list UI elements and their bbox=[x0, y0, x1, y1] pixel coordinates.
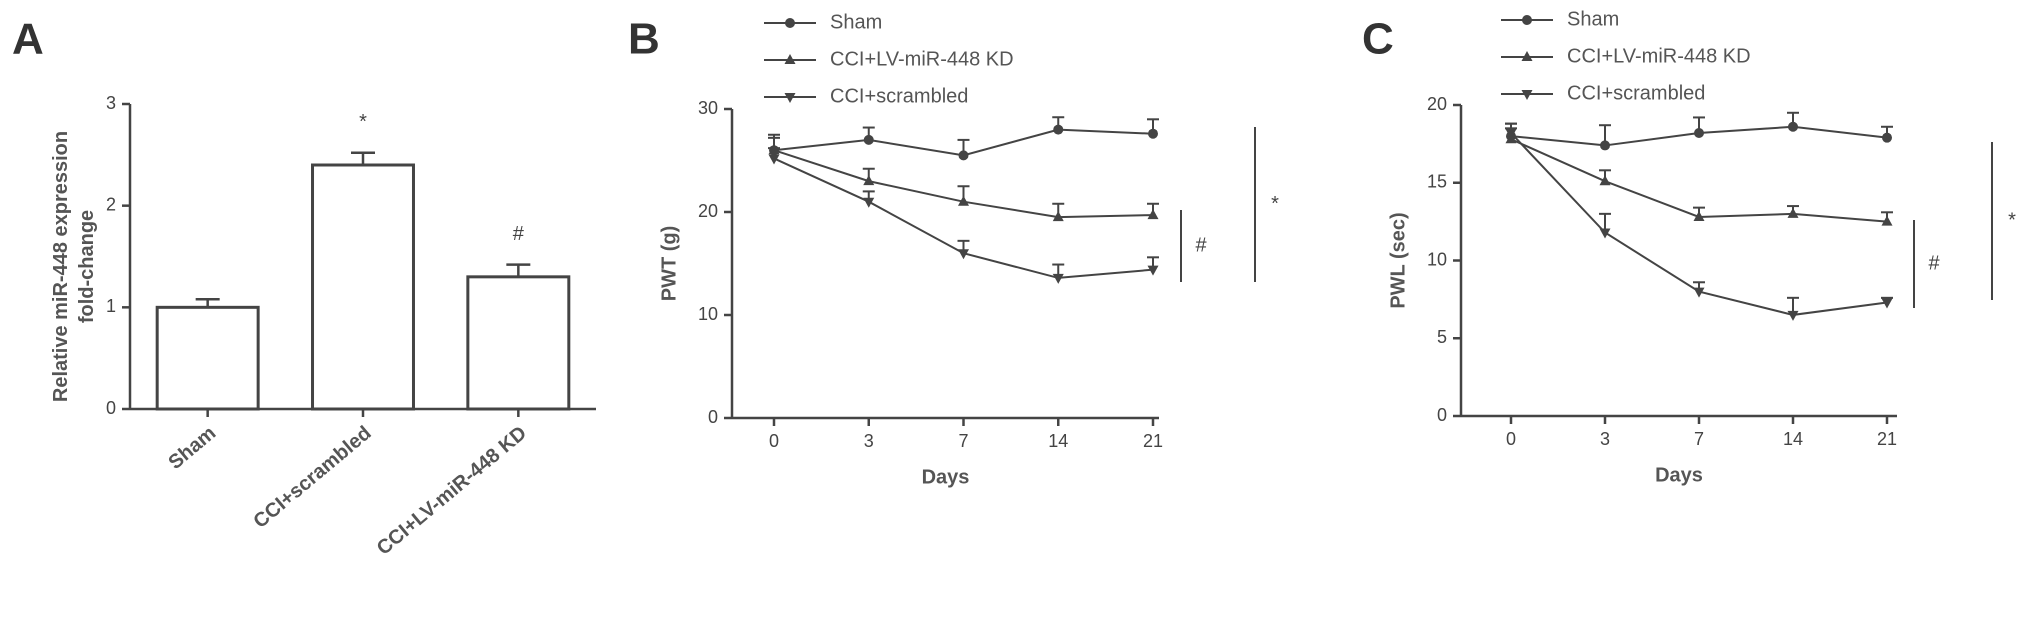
annotation: * bbox=[1271, 193, 1279, 215]
y-axis-label: Relative miR-448 expression fold-change bbox=[50, 131, 98, 402]
x-tick-label: 3 bbox=[864, 431, 874, 451]
marker bbox=[1521, 51, 1533, 61]
y-axis-label: PWL (sec) bbox=[1387, 212, 1409, 308]
marker bbox=[1693, 210, 1705, 221]
marker bbox=[1787, 207, 1799, 218]
x-tick-label: 21 bbox=[1143, 431, 1163, 451]
marker bbox=[784, 54, 796, 64]
annotation: * bbox=[2008, 209, 2016, 231]
bar bbox=[466, 275, 571, 411]
x-tick-label: 0 bbox=[1506, 429, 1516, 449]
marker bbox=[1148, 128, 1158, 139]
y-tick-label: 3 bbox=[106, 93, 116, 113]
panel-letter: A bbox=[12, 15, 44, 64]
x-tick-label: Sham bbox=[164, 422, 220, 474]
marker bbox=[958, 249, 969, 260]
y-axis-label-line: Relative miR-448 expression bbox=[50, 131, 72, 402]
legend-label: CCI+scrambled bbox=[1567, 82, 1705, 104]
legend-label: CCI+scrambled bbox=[830, 85, 968, 107]
bar bbox=[155, 305, 260, 411]
y-tick-label: 10 bbox=[1427, 249, 1447, 269]
x-tick-label: CCI+LV-miR-448 KD bbox=[373, 422, 531, 560]
x-axis-label: Days bbox=[922, 466, 970, 488]
x-tick-label: 21 bbox=[1877, 429, 1897, 449]
x-tick-label: 0 bbox=[769, 431, 779, 451]
marker bbox=[958, 150, 969, 161]
marker bbox=[1147, 265, 1159, 276]
y-tick-label: 30 bbox=[698, 98, 718, 118]
annotation: * bbox=[359, 111, 367, 133]
marker bbox=[1053, 124, 1064, 135]
y-tick-label: 20 bbox=[1427, 94, 1447, 114]
y-tick-label: 0 bbox=[1437, 405, 1447, 425]
panel-letter: C bbox=[1362, 15, 1394, 64]
marker bbox=[1522, 15, 1532, 25]
marker bbox=[768, 154, 780, 165]
marker bbox=[785, 18, 795, 28]
annotation: # bbox=[1928, 252, 1940, 274]
x-tick-label: 14 bbox=[1048, 431, 1068, 451]
x-tick-label: 7 bbox=[958, 431, 968, 451]
x-tick-label: 7 bbox=[1694, 429, 1704, 449]
marker bbox=[1882, 132, 1892, 143]
marker bbox=[1599, 175, 1611, 186]
marker bbox=[1787, 310, 1799, 321]
bar bbox=[311, 163, 415, 411]
marker bbox=[863, 175, 875, 186]
marker bbox=[1052, 211, 1064, 222]
marker bbox=[1521, 90, 1533, 100]
y-tick-label: 5 bbox=[1437, 327, 1447, 347]
annotation: # bbox=[513, 223, 525, 245]
marker bbox=[1505, 128, 1517, 139]
legend-label: Sham bbox=[830, 11, 882, 33]
y-tick-label: 15 bbox=[1427, 172, 1447, 192]
marker bbox=[863, 197, 875, 208]
legend-label: Sham bbox=[1567, 8, 1619, 30]
marker bbox=[1694, 127, 1704, 138]
marker bbox=[1600, 140, 1610, 151]
series-line bbox=[773, 157, 1154, 279]
marker bbox=[1599, 228, 1611, 239]
panel-letter: B bbox=[628, 15, 660, 64]
y-axis-label-line: fold-change bbox=[76, 210, 98, 323]
y-tick-label: 2 bbox=[106, 194, 116, 214]
x-tick-label: 14 bbox=[1783, 429, 1803, 449]
annotation: # bbox=[1195, 234, 1207, 256]
marker bbox=[784, 93, 796, 103]
marker bbox=[863, 134, 874, 145]
y-tick-label: 0 bbox=[708, 407, 718, 427]
marker bbox=[1881, 215, 1893, 226]
y-tick-label: 20 bbox=[698, 201, 718, 221]
marker bbox=[958, 195, 969, 206]
marker bbox=[1052, 273, 1064, 284]
marker bbox=[1881, 298, 1893, 309]
marker bbox=[1788, 121, 1798, 132]
marker bbox=[1147, 209, 1159, 220]
legend-label: CCI+LV-miR-448 KD bbox=[830, 48, 1014, 70]
y-tick-label: 0 bbox=[106, 398, 116, 418]
y-tick-label: 10 bbox=[698, 304, 718, 324]
y-tick-label: 1 bbox=[106, 296, 116, 316]
legend-label: CCI+LV-miR-448 KD bbox=[1567, 45, 1751, 67]
x-tick-label: 3 bbox=[1600, 429, 1610, 449]
y-axis-label: PWT (g) bbox=[658, 226, 680, 302]
x-axis-label: Days bbox=[1655, 464, 1703, 486]
marker bbox=[1693, 287, 1705, 298]
x-tick-label: CCI+scrambled bbox=[249, 422, 375, 533]
